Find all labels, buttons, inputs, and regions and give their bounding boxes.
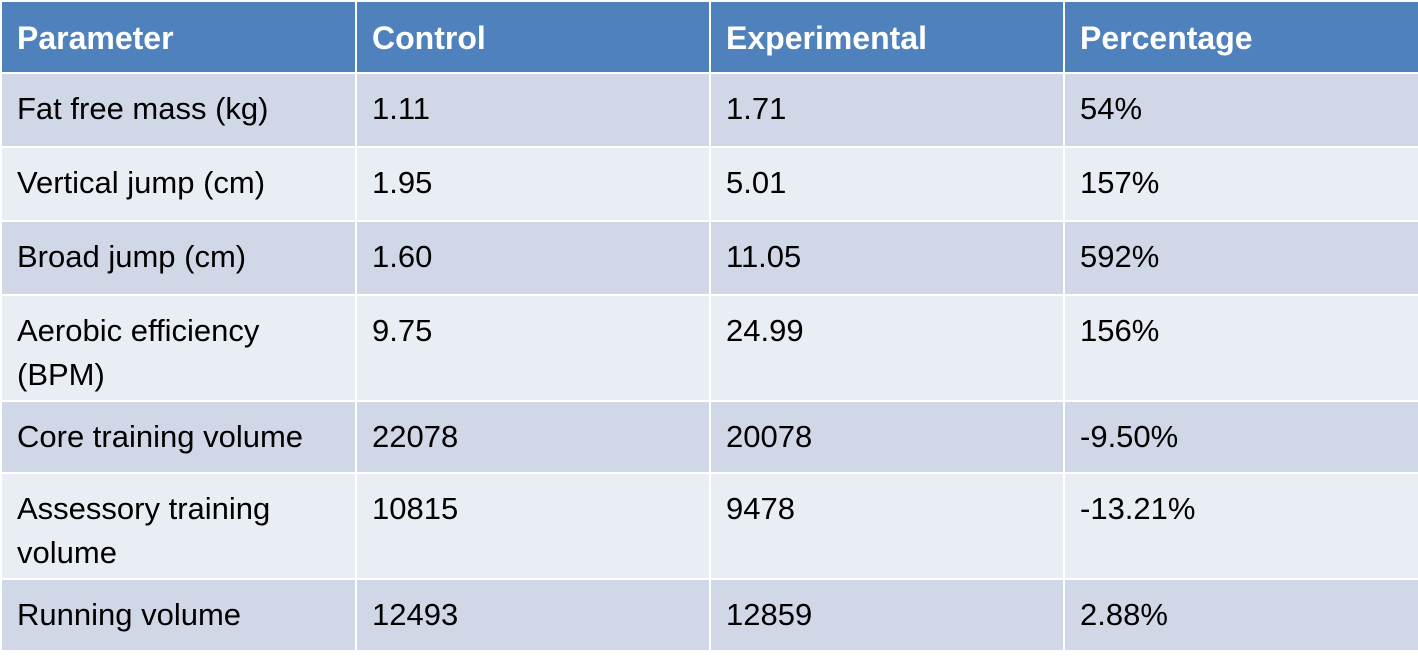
cell-control: 1.60	[355, 220, 711, 296]
cell-experimental: 5.01	[709, 146, 1065, 222]
cell-parameter: Fat free mass (kg)	[0, 72, 357, 148]
cell-experimental: 9478	[709, 472, 1065, 580]
cell-control: 22078	[355, 400, 711, 474]
header-parameter: Parameter	[0, 0, 357, 74]
cell-control: 9.75	[355, 294, 711, 402]
table-row: Running volume 12493 12859 2.88%	[0, 578, 1418, 652]
cell-parameter: Vertical jump (cm)	[0, 146, 357, 222]
table-row: Fat free mass (kg) 1.11 1.71 54%	[0, 72, 1418, 148]
cell-experimental: 20078	[709, 400, 1065, 474]
cell-experimental: 12859	[709, 578, 1065, 652]
cell-control: 12493	[355, 578, 711, 652]
cell-percentage: 156%	[1063, 294, 1418, 402]
cell-percentage: -9.50%	[1063, 400, 1418, 474]
cell-parameter: Broad jump (cm)	[0, 220, 357, 296]
cell-percentage: 592%	[1063, 220, 1418, 296]
cell-percentage: 2.88%	[1063, 578, 1418, 652]
cell-experimental: 24.99	[709, 294, 1065, 402]
table-row: Broad jump (cm) 1.60 11.05 592%	[0, 220, 1418, 296]
cell-parameter: Core training volume	[0, 400, 357, 474]
cell-control: 10815	[355, 472, 711, 580]
header-experimental: Experimental	[709, 0, 1065, 74]
cell-parameter: Running volume	[0, 578, 357, 652]
cell-parameter: Assessory training volume	[0, 472, 357, 580]
cell-percentage: 54%	[1063, 72, 1418, 148]
cell-experimental: 11.05	[709, 220, 1065, 296]
table-row: Assessory training volume 10815 9478 -13…	[0, 472, 1418, 580]
cell-experimental: 1.71	[709, 72, 1065, 148]
table-row: Aerobic efficiency (BPM) 9.75 24.99 156%	[0, 294, 1418, 402]
cell-parameter: Aerobic efficiency (BPM)	[0, 294, 357, 402]
table-row: Core training volume 22078 20078 -9.50%	[0, 400, 1418, 474]
cell-control: 1.95	[355, 146, 711, 222]
header-control: Control	[355, 0, 711, 74]
table-row: Vertical jump (cm) 1.95 5.01 157%	[0, 146, 1418, 222]
header-percentage: Percentage	[1063, 0, 1418, 74]
table-header-row: Parameter Control Experimental Percentag…	[0, 0, 1418, 74]
cell-percentage: -13.21%	[1063, 472, 1418, 580]
cell-percentage: 157%	[1063, 146, 1418, 222]
cell-control: 1.11	[355, 72, 711, 148]
